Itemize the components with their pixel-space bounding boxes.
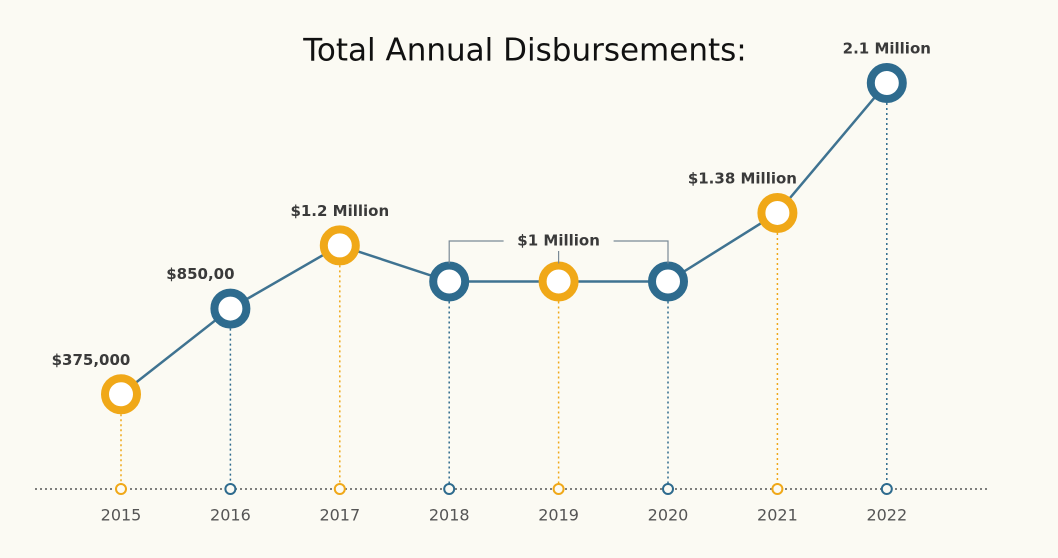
x-tick-label: 2020: [648, 506, 689, 525]
x-tick-label: 2021: [757, 506, 798, 525]
point: [101, 374, 141, 415]
point: [429, 261, 470, 302]
value-label: $850,00: [166, 265, 234, 283]
axis-dot: [771, 483, 784, 495]
value-label: $1.38 Million: [688, 169, 797, 187]
x-tick-label: 2015: [101, 506, 142, 525]
point: [538, 261, 579, 302]
x-tick-label: 2016: [210, 506, 251, 525]
point: [210, 288, 251, 329]
bracket: [448, 240, 669, 264]
value-label: $1.2 Million: [290, 202, 389, 220]
axis-dot: [224, 483, 237, 495]
value-label: 2.1 Million: [843, 40, 931, 58]
axis-dot: [880, 483, 893, 495]
point: [757, 192, 798, 233]
axis-dot: [662, 483, 674, 495]
point: [648, 261, 688, 302]
x-tick-label: 2018: [429, 506, 470, 525]
axis-dot: [443, 483, 456, 495]
line: [120, 82, 888, 396]
point: [866, 63, 907, 104]
point: [319, 225, 360, 266]
axis-dot: [333, 483, 346, 495]
value-label: $1 Million: [517, 232, 600, 250]
x-tick-label: 2019: [538, 506, 579, 525]
x-tick-label: 2022: [866, 506, 907, 525]
value-label: $375,000: [52, 351, 131, 369]
chart-title: Total Annual Disbursements:: [302, 33, 746, 69]
axis-dot: [115, 483, 127, 495]
axis-dot: [552, 483, 565, 495]
x-tick-label: 2017: [319, 506, 360, 525]
